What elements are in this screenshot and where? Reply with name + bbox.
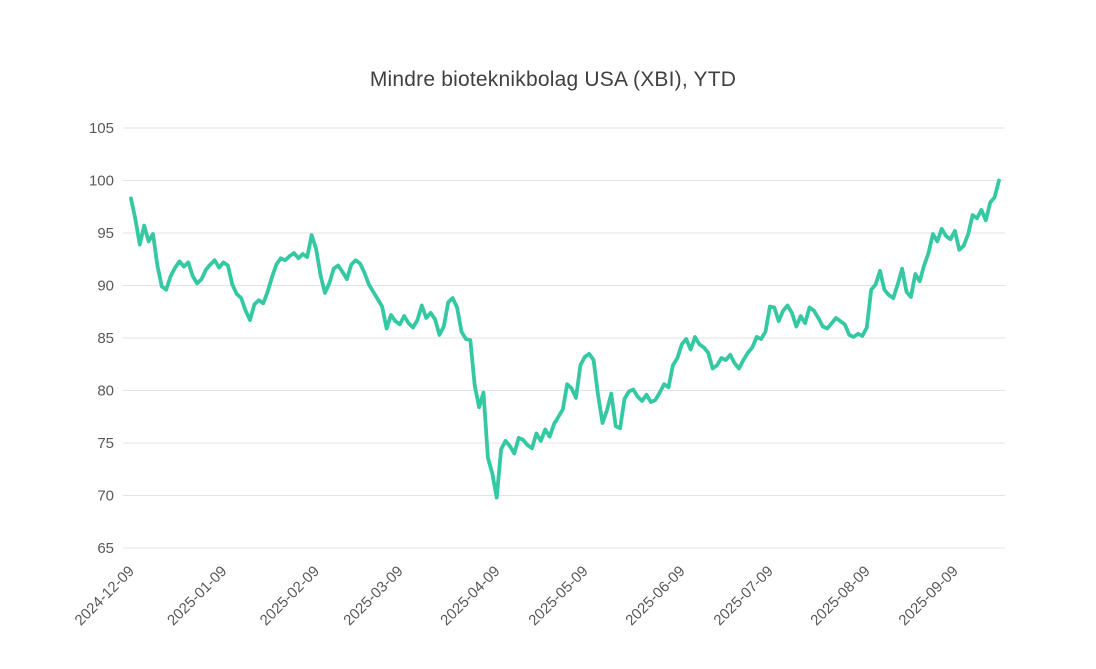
y-axis-tick-label: 90: [97, 278, 114, 295]
y-axis-tick-label: 65: [97, 540, 114, 557]
y-axis-tick-label: 100: [89, 173, 114, 190]
x-axis-tick-label: 2025-02-09: [257, 563, 323, 629]
y-axis-tick-label: 80: [97, 383, 114, 400]
x-axis-tick-label: 2025-06-09: [622, 563, 688, 629]
x-axis-tick-label: 2024-12-09: [72, 563, 138, 629]
y-axis-tick-label: 75: [97, 435, 114, 452]
x-axis-tick-label: 2025-09-09: [895, 563, 961, 629]
x-axis-tick-label: 2025-04-09: [437, 563, 503, 629]
x-axis-tick-label: 2025-01-09: [164, 563, 230, 629]
y-axis-tick-label: 95: [97, 225, 114, 242]
y-axis-tick-label: 85: [97, 330, 114, 347]
x-axis-tick-label: 2025-07-09: [710, 563, 776, 629]
y-axis-tick-label: 105: [89, 120, 114, 137]
series-line-xbi: [129, 178, 1001, 500]
x-axis-tick-label: 2025-08-09: [807, 563, 873, 629]
chart-title: Mindre bioteknikbolag USA (XBI), YTD: [369, 68, 737, 91]
x-axis-tick-label: 2025-05-09: [525, 563, 591, 629]
y-axis-tick-label: 70: [97, 488, 114, 505]
x-axis-tick-label: 2025-03-09: [340, 563, 406, 629]
